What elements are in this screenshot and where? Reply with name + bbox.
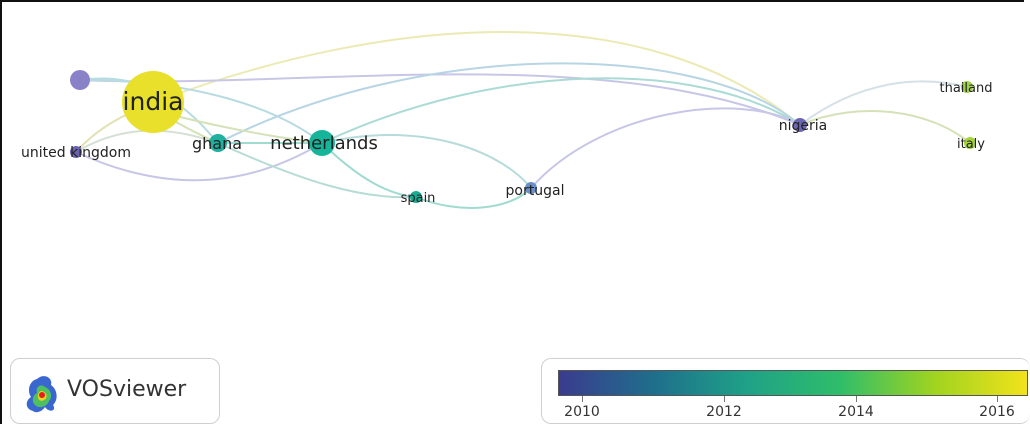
edge-india-netherlands [159,111,323,144]
legend-tick [582,396,583,402]
vosviewer-logo-panel: VOSviewer [10,358,220,424]
legend-tick [997,396,998,402]
edge-topnode-nigeria [79,73,801,126]
label-united-kingdom: united kingdom [21,145,131,161]
node-spain[interactable] [410,191,422,203]
edge-spain-portugal [415,187,532,209]
legend-tick [856,396,857,402]
node-portugal[interactable] [525,182,537,194]
label-spain: spain [401,191,436,206]
edge-nigeria-thailand [799,80,968,126]
node-thailand[interactable] [961,81,973,93]
node-united-kingdom[interactable] [70,146,82,158]
vosviewer-logo-text: VOSviewer [67,377,187,402]
label-portugal: portugal [506,183,565,199]
node-unlabeled-top[interactable] [70,70,90,90]
legend-label-2012: 2012 [706,404,742,420]
node-italy[interactable] [964,137,976,149]
label-nigeria: nigeria [779,118,828,134]
edge-ghana-spain [217,142,417,199]
vosviewer-logo-icon [26,376,57,413]
node-ghana[interactable] [209,134,227,152]
edge-ghana-nigeria [217,62,801,144]
label-india: india [123,87,184,116]
node-nigeria[interactable] [793,118,807,132]
edge-uk-netherlands [75,142,323,182]
edge-portugal-nigeria [530,107,801,189]
edge-topnode-netherlands [79,79,323,144]
edge-netherlands-portugal [321,133,532,189]
edge-netherlands-spain [321,142,417,198]
color-scale-bar [558,370,1028,396]
legend-label-2014: 2014 [838,404,874,420]
edge-india-nigeria [154,31,801,126]
label-netherlands: netherlands [270,133,378,154]
label-italy: italy [957,137,985,152]
edge-netherlands-nigeria [321,77,801,144]
node-netherlands[interactable] [309,130,335,156]
legend-label-2010: 2010 [564,404,600,420]
color-legend: 2010 2012 2014 2016 [541,358,1030,424]
node-india[interactable] [122,71,184,133]
legend-label-2016: 2016 [979,404,1015,420]
legend-tick [724,396,725,402]
label-ghana: ghana [192,134,242,153]
label-thailand: thailand [940,81,993,96]
edge-nigeria-italy [799,110,971,144]
